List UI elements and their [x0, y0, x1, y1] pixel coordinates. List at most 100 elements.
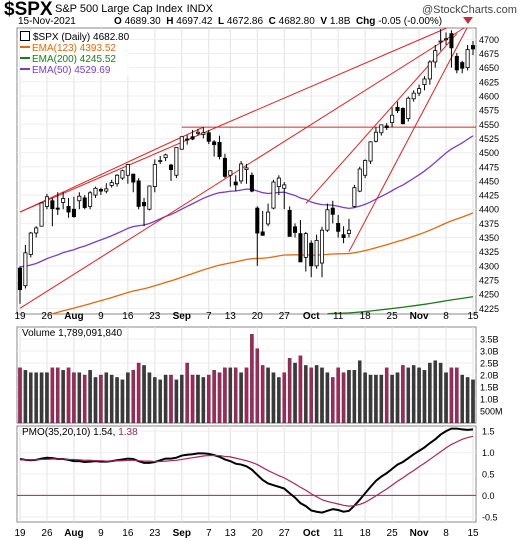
top-x-axis-label: 9 — [98, 311, 104, 322]
price-swatch-icon — [20, 31, 30, 41]
bottom-x-axis-label: 26 — [41, 528, 53, 539]
pmo-signal-line — [20, 435, 474, 507]
price-tick-label: 4550 — [479, 120, 499, 130]
volume-bar — [233, 367, 238, 424]
candle-body — [406, 97, 411, 120]
volume-bar — [18, 367, 22, 424]
volume-bar — [455, 367, 459, 424]
bottom-x-axis-label: 7 — [206, 528, 212, 539]
price-tick-label: 4625 — [479, 77, 499, 87]
candle-body — [271, 181, 276, 209]
volume-bar — [374, 374, 378, 424]
trendline — [19, 126, 204, 213]
volume-bar — [239, 372, 243, 424]
top-x-axis-label: 8 — [443, 311, 449, 322]
candle-body — [34, 227, 39, 234]
volume-bar — [304, 365, 308, 424]
price-tick-label: 4650 — [479, 63, 499, 73]
volume-bar — [401, 365, 405, 424]
volume-tick-label: 1.0B — [480, 395, 499, 405]
candle-body — [384, 125, 389, 129]
volume-bar — [99, 374, 103, 424]
top-x-axis-label: Aug — [64, 311, 83, 322]
volume-bar — [347, 370, 351, 424]
candle-body — [379, 124, 384, 134]
volume-bar — [174, 379, 179, 424]
volume-bar — [223, 367, 227, 424]
volume-bar — [260, 365, 265, 424]
volume-bar — [185, 362, 189, 424]
candle-body — [142, 202, 147, 207]
pmo-tick-label: 1.5 — [482, 427, 495, 437]
price-tick-label: 4225 — [479, 304, 499, 314]
volume-bar — [363, 372, 367, 424]
candle-body — [39, 202, 44, 227]
candle-body — [465, 49, 470, 69]
change-down-icon — [463, 17, 473, 24]
volume-tick-label: 2.5B — [480, 359, 499, 369]
volume-bar — [395, 372, 400, 424]
volume-bar — [93, 377, 98, 424]
volume-bar — [325, 372, 330, 424]
candle-body — [23, 252, 28, 287]
candle-body — [454, 55, 459, 71]
candle-body — [98, 189, 103, 192]
volume-bar — [250, 334, 254, 424]
price-tick-label: 4475 — [479, 162, 499, 172]
volume-bar — [460, 374, 464, 424]
candle-body — [276, 177, 281, 187]
pmo-signal-value: 1.38 — [118, 427, 138, 438]
candle-body — [411, 92, 416, 100]
line-swatch-icon — [20, 68, 30, 70]
top-x-axis-label: 27 — [279, 311, 291, 322]
candle-body — [190, 136, 195, 140]
bottom-x-axis-label: 23 — [149, 528, 161, 539]
volume-bar — [45, 372, 49, 424]
candle-body — [352, 187, 357, 207]
candle-body — [303, 233, 308, 258]
candle-body — [341, 234, 346, 238]
legend-item: EMA(50) 4529.69 — [20, 65, 129, 76]
volume-bar — [406, 367, 411, 424]
volume-bar — [142, 365, 146, 424]
candle-body — [88, 192, 93, 207]
legend-label: EMA(123) 4393.52 — [32, 43, 116, 54]
volume-bar — [255, 348, 260, 424]
candle-body — [470, 45, 476, 50]
top-x-axis-label: 16 — [122, 311, 134, 322]
volume-bar — [438, 362, 443, 424]
volume-bar — [422, 370, 427, 424]
price-tick-label: 4600 — [479, 91, 499, 101]
volume-bar — [29, 372, 33, 424]
close-label: C — [268, 16, 276, 27]
candle-body — [201, 132, 206, 135]
candle-body — [212, 141, 217, 146]
volume-bar — [158, 379, 162, 424]
volume-bar — [428, 362, 432, 424]
bottom-x-axis-label: 8 — [443, 528, 449, 539]
pmo-tick-label: -0.5 — [482, 512, 498, 522]
price-tick-label: 4525 — [479, 134, 499, 144]
legend-item: EMA(123) 4393.52 — [20, 43, 129, 54]
volume-bar — [352, 370, 357, 424]
volume-bar — [23, 370, 28, 424]
chart-date: 15-Nov-2021 — [18, 16, 76, 27]
top-x-axis-label: 13 — [225, 311, 237, 322]
volume-bar — [115, 377, 119, 424]
candle-body — [427, 61, 432, 80]
candle-body — [44, 196, 49, 207]
open-label: O — [114, 16, 122, 27]
candle-body — [390, 114, 395, 123]
candle-body — [147, 185, 152, 210]
open-value: 4689.30 — [124, 16, 161, 27]
candle-body — [298, 233, 303, 263]
volume-tick-label: 3.0B — [480, 347, 499, 357]
volume-bar — [384, 367, 389, 424]
volume-bar — [120, 379, 125, 424]
bottom-x-axis-label: 19 — [14, 528, 26, 539]
candle-body — [319, 229, 325, 264]
volume-bar — [77, 372, 82, 424]
top-x-axis-label: 18 — [360, 311, 372, 322]
volume-bar — [368, 374, 373, 424]
